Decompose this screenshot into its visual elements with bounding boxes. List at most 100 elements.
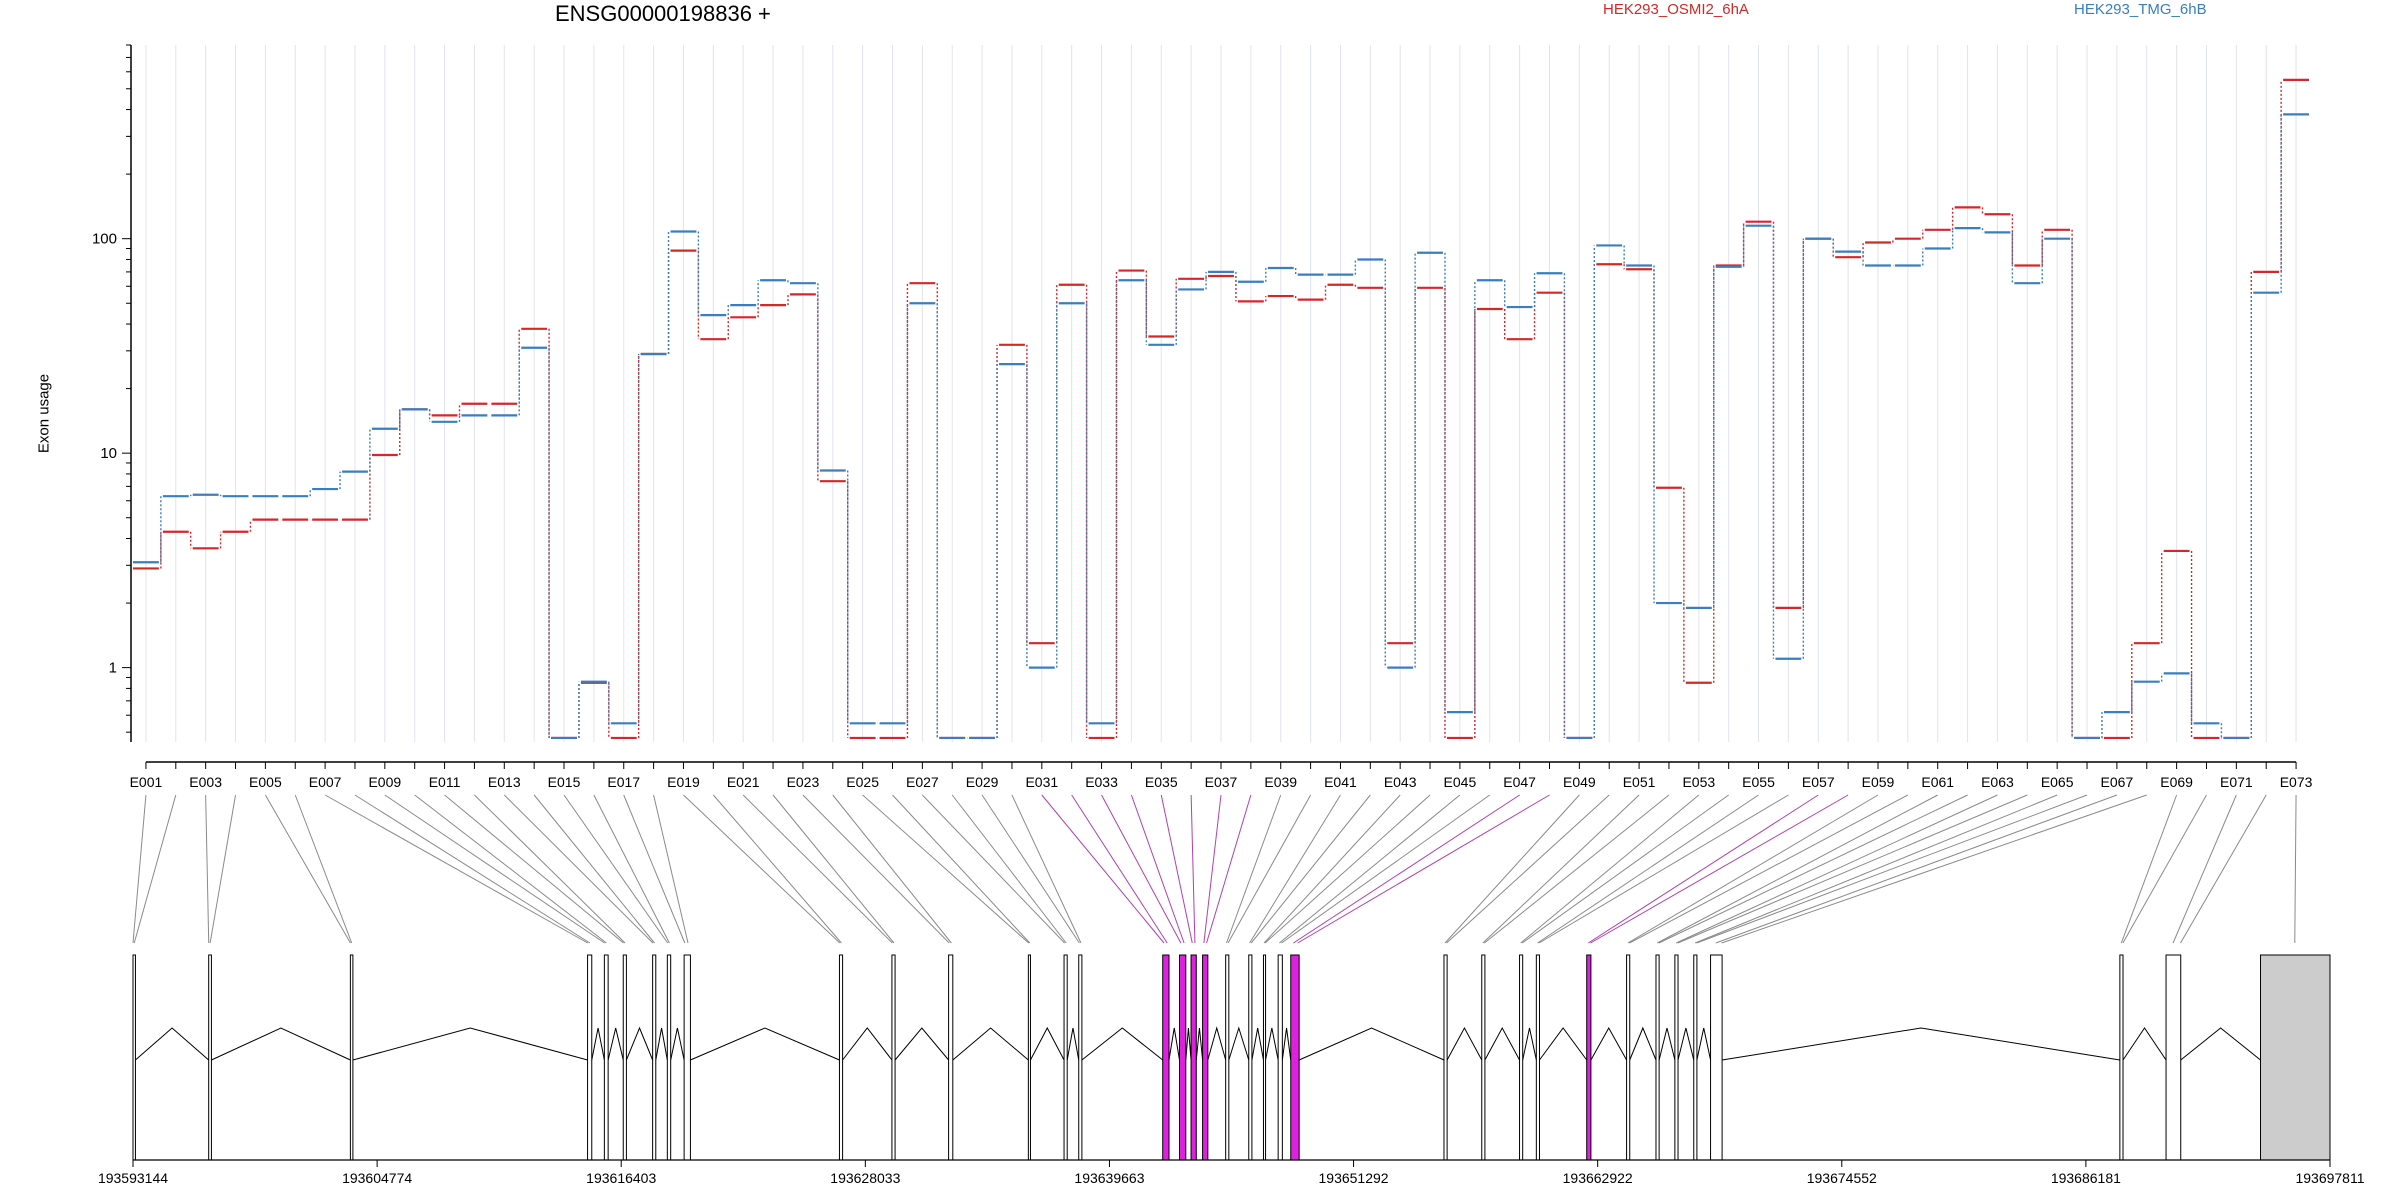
exon-connector [1590,794,1849,944]
intron [1066,1027,1080,1061]
exon-connector [1521,794,1729,944]
exon-box [1063,954,1068,1161]
exon-connector [1715,794,2118,944]
exon-box [1586,954,1592,1161]
x-tick-label: E065 [2041,774,2074,790]
exon-box [1190,954,1197,1161]
x-tick-label: E021 [727,774,760,790]
intron [655,1027,668,1061]
x-tick-label: E011 [429,774,461,790]
x-tick-label: E051 [1623,774,1656,790]
exon-box [1290,954,1300,1161]
exon-connector [772,794,895,944]
intron [1228,1026,1250,1061]
exon-connector [1293,794,1520,944]
exon-box [603,954,609,1161]
exon-box [1626,954,1631,1161]
exon-box [1519,954,1524,1161]
x-tick-label: E025 [846,774,879,790]
exon-box [1443,954,1448,1161]
exon-connector [474,794,626,944]
exon-box [1693,954,1698,1161]
x-tick-label: E039 [1264,774,1297,790]
x-tick-label: E049 [1563,774,1596,790]
exon-connector [862,794,1030,944]
coordinate-label: 193604774 [342,1170,412,1186]
exon-connector [1694,794,2058,944]
coordinate-label: 193639663 [1074,1170,1144,1186]
exon-box [1535,954,1540,1161]
exon-box [587,954,593,1161]
exon-box [1262,954,1267,1161]
exon-box [208,954,212,1161]
x-tick-label: E061 [1921,774,1954,790]
intron [1281,1027,1292,1061]
x-tick-label: E009 [368,774,401,790]
x-tick-label: E035 [1145,774,1178,790]
exon-box [1202,954,1209,1161]
x-tick-label: E033 [1085,774,1118,790]
exon-connector [1249,794,1341,944]
intron [690,1027,840,1061]
exon-connector [1627,794,1879,944]
x-tick-label: E027 [906,774,939,790]
exon-box [1655,954,1660,1161]
vertical-gridlines [145,45,2297,742]
exon-connector [802,794,950,944]
exon-connector [384,794,605,944]
chart-title: ENSG00000198836 + [555,1,771,26]
y-tick-label: 100 [92,231,117,248]
x-tick-label: E001 [130,774,163,790]
exon-connector [354,794,591,944]
intron [1298,1027,1445,1061]
intron [1185,1027,1192,1061]
exon-box [838,954,844,1161]
x-tick-label: E047 [1503,774,1536,790]
legend-entry-series-2: HEK293_TMG_6hB [2074,1,2207,18]
x-tick-label: E007 [309,774,342,790]
intron [952,1027,1029,1061]
exon-connector [503,794,654,944]
exon-connector-lines [132,794,2297,944]
intron [1265,1027,1279,1061]
x-tick-label: E005 [249,774,282,790]
exon-connector [1446,794,1610,944]
exon-box [1248,954,1253,1161]
exon-connector [205,794,210,944]
y-tick-label: 1 [109,660,117,677]
exon-box [2165,954,2182,1161]
exon-connector [1482,794,1640,944]
y-tick-label: 10 [100,445,117,462]
exon-connector [1696,794,2088,944]
x-tick-label: E017 [607,774,640,790]
intron [1081,1027,1164,1061]
exon-connector [324,794,588,944]
exon-connector [1203,794,1222,944]
exon-box [1162,954,1170,1161]
legend-entry-series-1: HEK293_OSMI2_6hA [1603,1,1749,18]
intron [1590,1026,1628,1061]
exon-box [652,954,657,1161]
exon-box [1277,954,1283,1161]
exon-connector [1011,794,1082,944]
coordinate-label: 193686181 [2051,1170,2121,1186]
intron [894,1027,949,1061]
coordinate-label: 193651292 [1319,1170,1389,1186]
exon-connector [1629,794,1909,944]
exon-connector [1190,794,1196,944]
x-tick-label: E029 [966,774,999,790]
intron [842,1027,893,1061]
coordinate-label: 193628033 [830,1170,900,1186]
x-tick-label: E003 [189,774,222,790]
exon-connector [922,794,1065,944]
axes: 1 10 100 E001 E003 E005 E007 E009 E011 E013 E015 E0… [92,44,2313,790]
x-tick-label: E023 [787,774,820,790]
exon-connector [1297,794,1550,944]
x-tick-label: E031 [1025,774,1058,790]
x-tick-label: E071 [2220,774,2253,790]
exon-connector [1226,794,1282,944]
exon-box [683,954,691,1161]
intron [1658,1027,1676,1061]
exon-connector [683,794,841,944]
exon-box [1710,954,1723,1161]
